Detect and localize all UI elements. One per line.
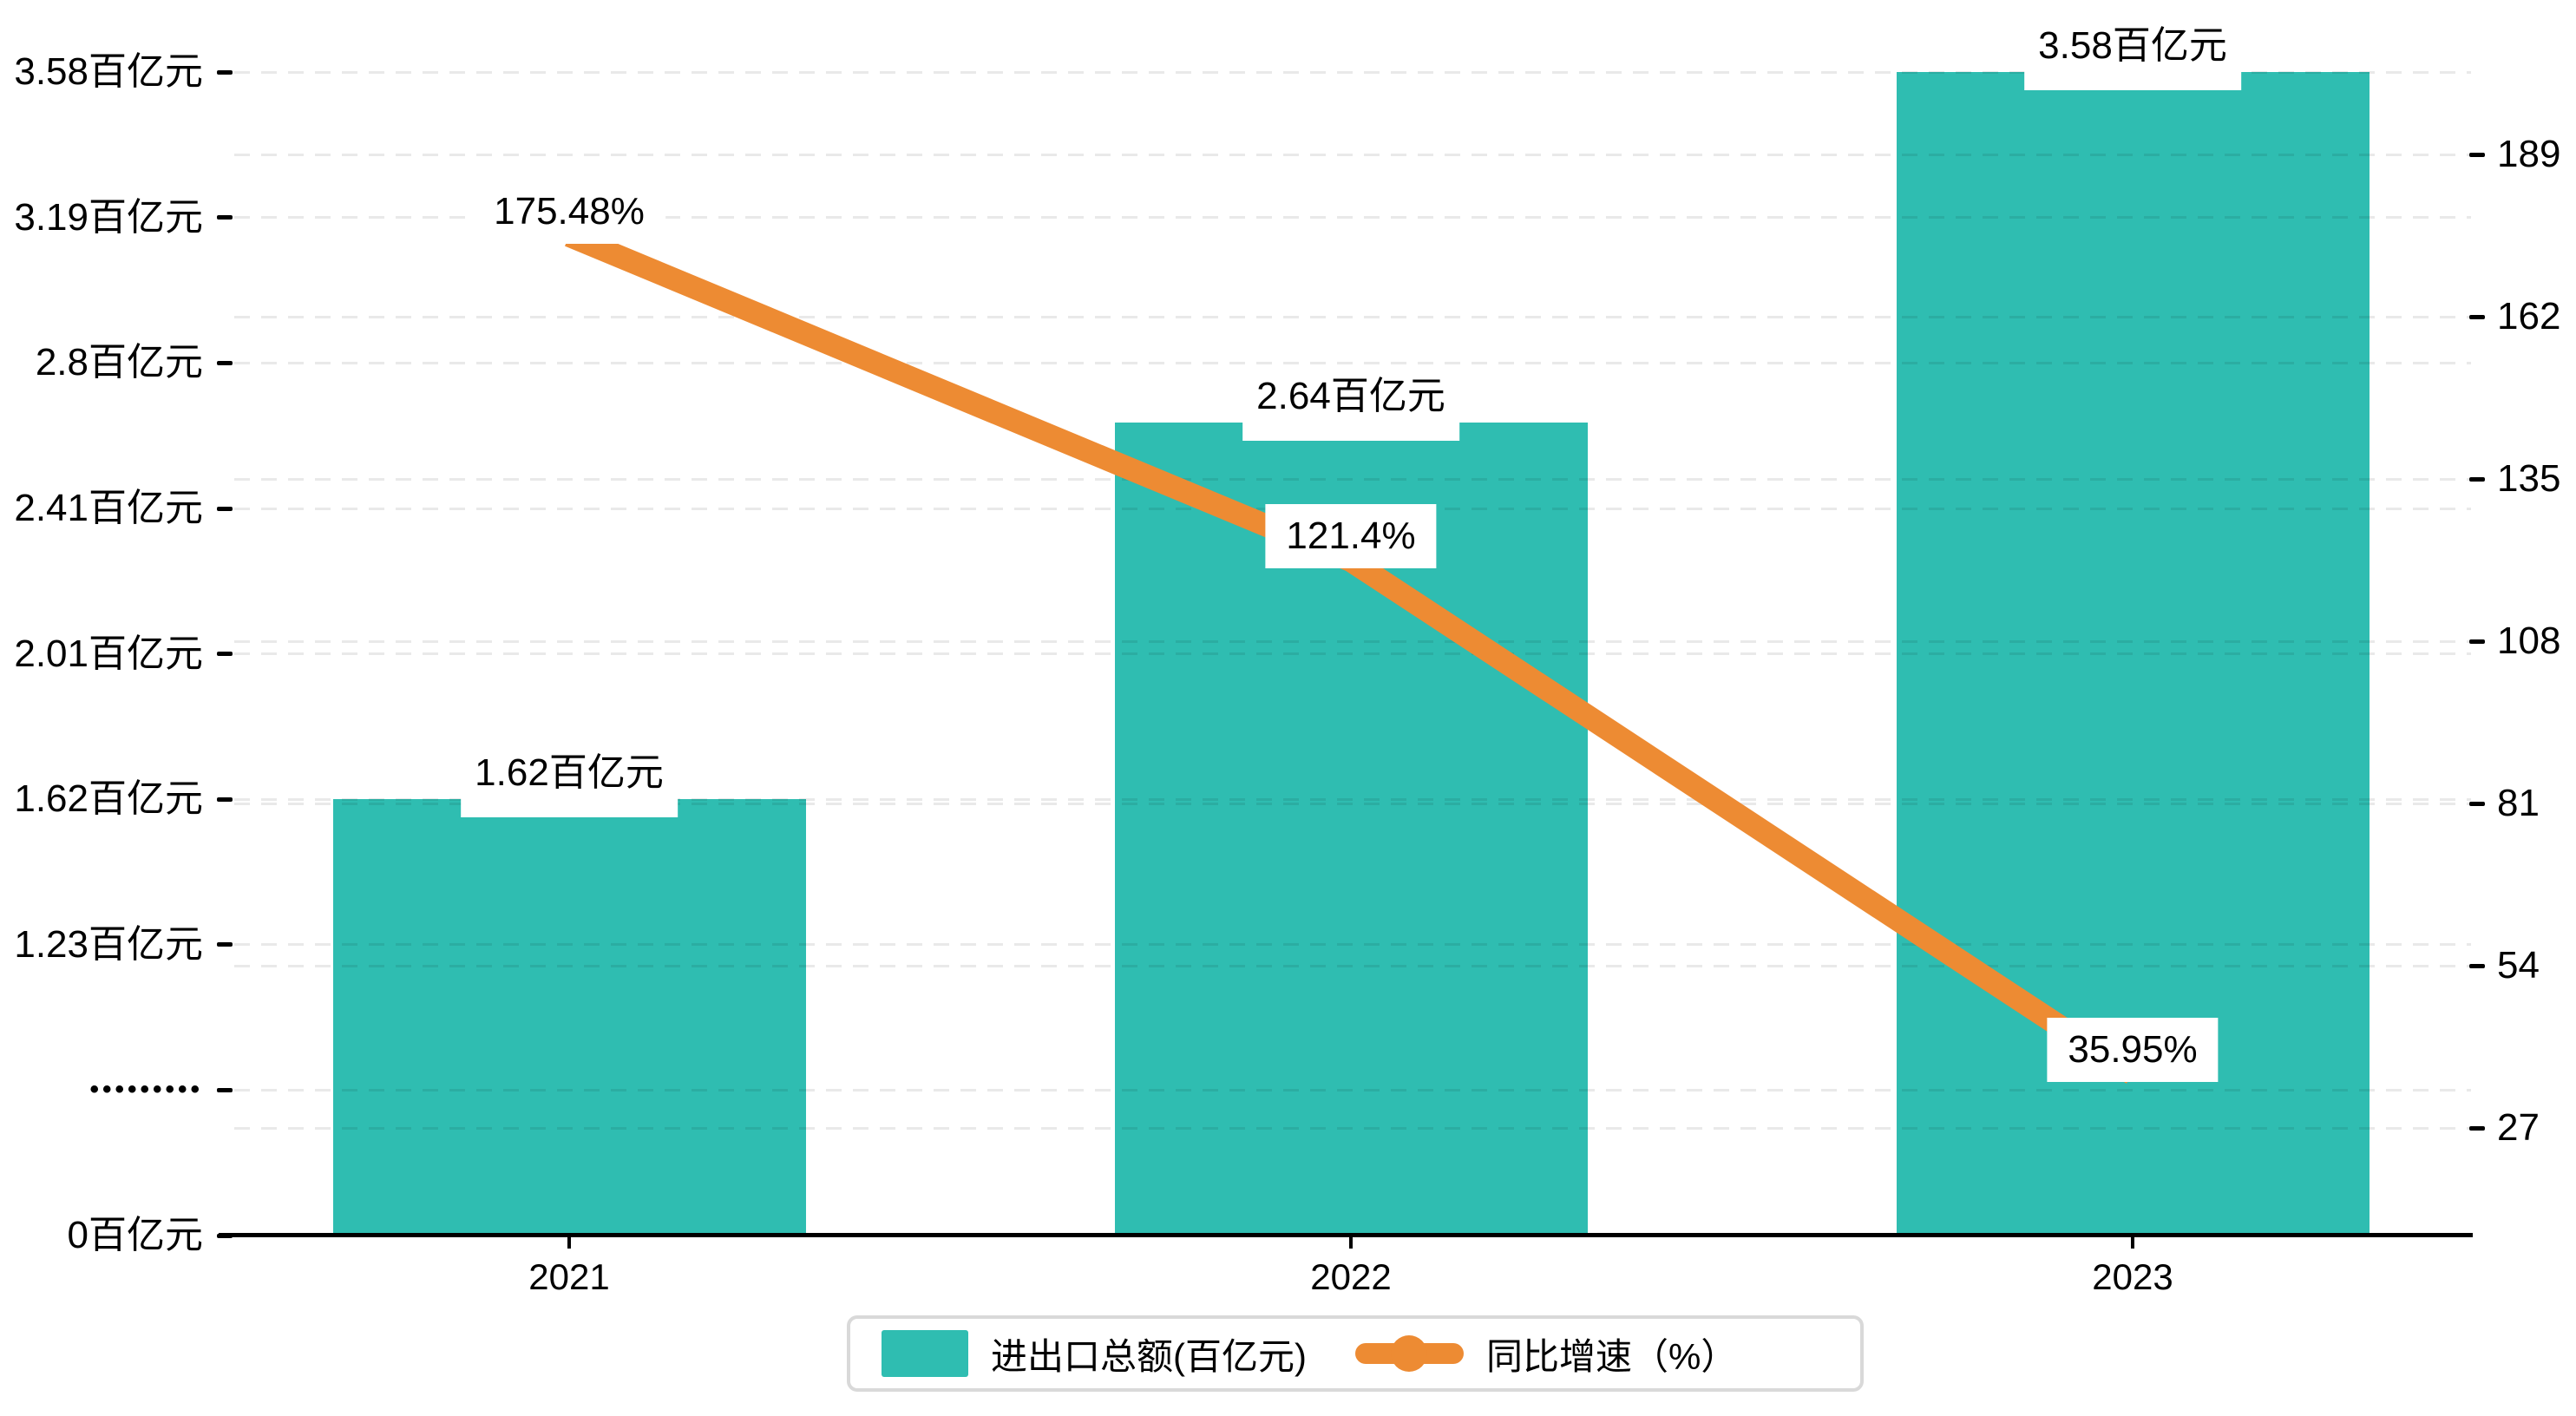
line-series-dot-icon — [1391, 1335, 1428, 1372]
right-axis-tick-label: 27 — [2497, 1106, 2540, 1149]
grid-line-left — [234, 361, 2471, 364]
left-axis-tick-label: 2.8百亿元 — [35, 341, 203, 384]
left-axis-tick-mark — [217, 360, 233, 365]
x-axis-tick-mark — [2131, 1236, 2134, 1249]
right-axis-tick-label: 135 — [2497, 457, 2561, 500]
grid-line-right — [234, 964, 2471, 967]
grid-line-right — [234, 1126, 2471, 1130]
grid-line-left — [234, 70, 2471, 74]
x-axis-tick-mark — [567, 1236, 571, 1249]
x-axis-label-2021: 2021 — [528, 1256, 610, 1297]
right-axis-tick-mark — [2469, 476, 2485, 482]
legend-line-series-label: 同比增速（%） — [1485, 1335, 1738, 1377]
x-axis-tick-mark — [1349, 1236, 1353, 1249]
bar-value-label: 2.64百亿元 — [1242, 370, 1459, 442]
right-axis-tick-label: 162 — [2497, 295, 2561, 338]
left-axis-tick-label: 1.62百亿元 — [14, 777, 203, 821]
left-axis-tick-mark — [217, 796, 233, 802]
grid-line-right — [234, 639, 2471, 643]
line-series-marker-icon — [1354, 1335, 1464, 1372]
grid-line-right — [234, 477, 2471, 481]
grid-line-right — [234, 315, 2471, 318]
right-axis-tick-mark — [2469, 639, 2485, 644]
legend: 进出口总额(百亿元) 同比增速（%） — [847, 1315, 1864, 1392]
left-axis-tick-label: ••••••••• — [89, 1075, 203, 1105]
grid-line-left — [234, 943, 2471, 947]
right-axis-tick-mark — [2469, 314, 2485, 319]
bar-value-label: 3.58百亿元 — [2024, 19, 2241, 91]
left-axis-tick-label: 0百亿元 — [67, 1214, 203, 1256]
legend-bar-series-label: 进出口总额(百亿元) — [991, 1335, 1307, 1377]
grid-line-left — [234, 652, 2471, 656]
legend-item-bar-series[interactable]: 进出口总额(百亿元) — [882, 1328, 1307, 1380]
grid-line-right — [234, 153, 2471, 156]
left-axis-tick-label: 3.19百亿元 — [14, 195, 203, 239]
grid-line-left — [234, 216, 2471, 220]
x-axis-label-2022: 2022 — [1310, 1256, 1392, 1297]
right-axis-tick-label: 189 — [2497, 133, 2561, 175]
line-value-label: 35.95% — [2047, 1018, 2219, 1082]
right-axis-tick-mark — [2469, 801, 2485, 806]
line-value-label: 121.4% — [1265, 504, 1437, 569]
right-axis-tick-mark — [2469, 152, 2485, 157]
grid-line-left — [234, 1088, 2471, 1092]
right-axis-tick-label: 54 — [2497, 944, 2540, 987]
left-axis-tick-label: 2.01百亿元 — [14, 632, 203, 675]
right-axis-tick-mark — [2469, 963, 2485, 968]
right-axis-tick-label: 108 — [2497, 620, 2561, 662]
bar-series-swatch-icon — [882, 1330, 968, 1377]
line-value-label: 175.48% — [473, 179, 665, 244]
left-axis-tick-label: 2.41百亿元 — [14, 487, 203, 529]
legend-item-line-series[interactable]: 同比增速（%） — [1354, 1328, 1738, 1380]
left-axis-tick-mark — [217, 69, 233, 75]
right-axis-tick-mark — [2469, 1125, 2485, 1131]
left-axis-tick-label: 1.23百亿元 — [14, 922, 203, 966]
left-axis-tick-mark — [217, 942, 233, 947]
left-axis-tick-mark — [217, 215, 233, 220]
left-axis-tick-mark — [217, 652, 233, 657]
left-axis-tick-mark — [217, 506, 233, 511]
bar-value-label: 1.62百亿元 — [461, 746, 678, 818]
left-axis-tick-mark — [217, 1087, 233, 1092]
bar-2021[interactable] — [332, 799, 806, 1236]
right-axis-tick-label: 81 — [2497, 782, 2540, 824]
left-axis-tick-label: 3.58百亿元 — [14, 50, 203, 94]
left-axis-tick-mark — [217, 1233, 233, 1238]
x-axis-label-2023: 2023 — [2092, 1256, 2173, 1297]
x-axis-line — [219, 1233, 2473, 1237]
